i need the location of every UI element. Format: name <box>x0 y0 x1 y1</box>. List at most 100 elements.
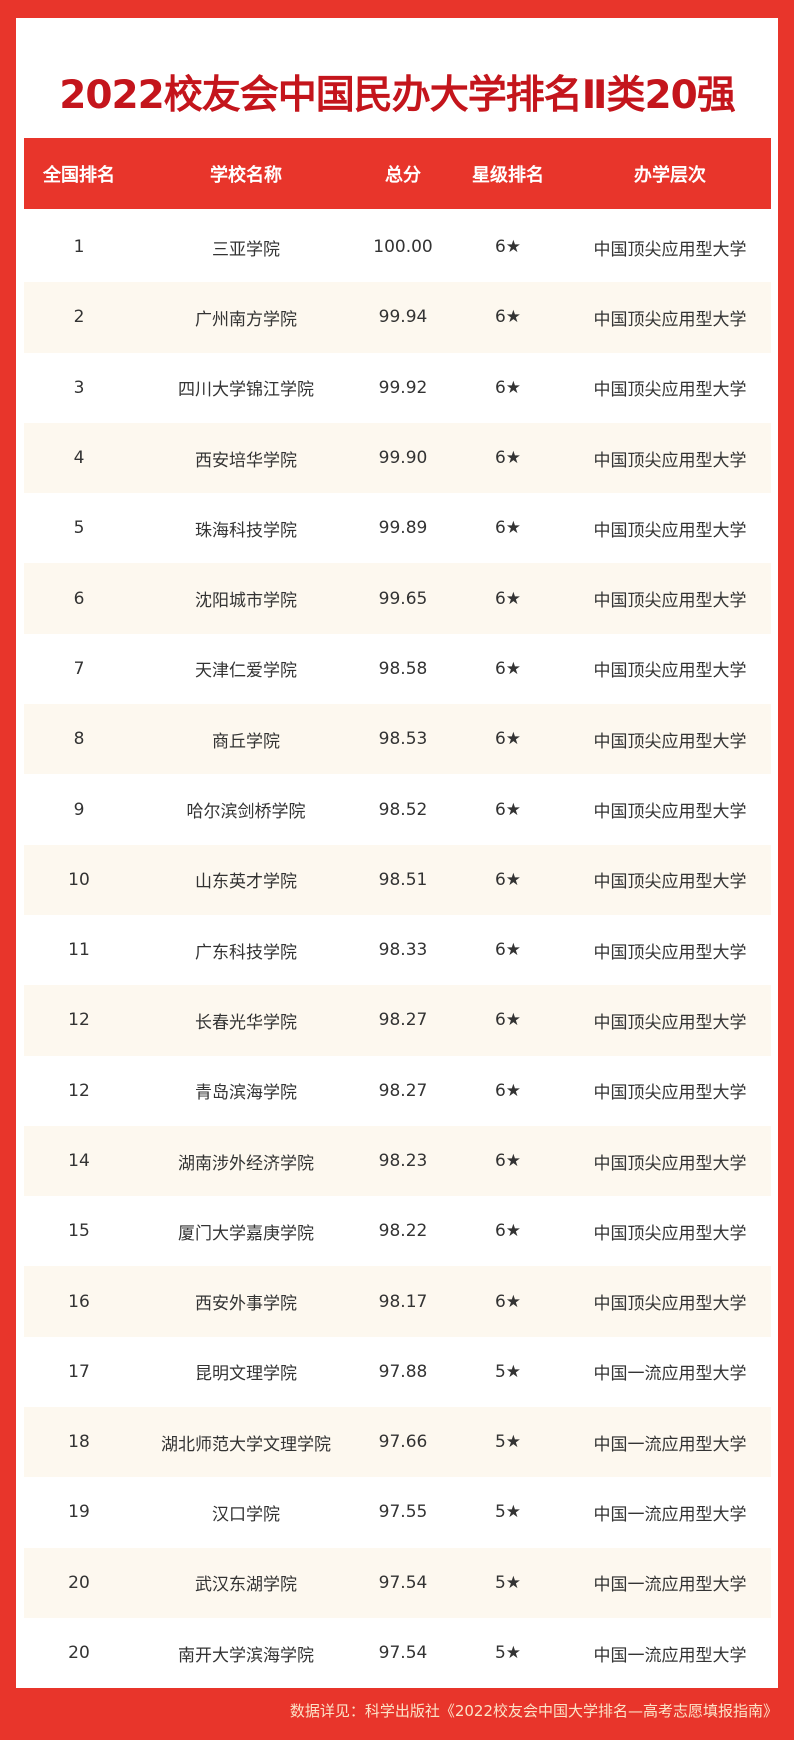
page-title: 2022校友会中国民办大学排名Ⅱ类20强 <box>59 73 736 118</box>
star-rating-cell: 6★ <box>494 658 522 679</box>
school-name-cell: 湖南涉外经济学院 <box>178 1153 314 1174</box>
rank-cell: 11 <box>68 940 90 961</box>
total-score-cell: 100.00 <box>373 237 433 258</box>
total-score-cell: 97.55 <box>378 1502 428 1523</box>
star-rating-cell: 6★ <box>494 1151 522 1171</box>
rank-cell: 17 <box>68 1361 90 1382</box>
school-name-cell: 沈阳城市学院 <box>195 591 297 612</box>
school-name-cell: 湖北师范大学文理学院 <box>161 1434 331 1455</box>
school-name-cell: 山东英才学院 <box>195 872 297 893</box>
rank-cell: 15 <box>68 1221 90 1242</box>
total-score-cell: 99.90 <box>378 448 428 469</box>
school-level-cell: 中国顶尖应用型大学 <box>593 661 747 682</box>
total-score-cell: 98.51 <box>378 869 428 890</box>
rank-cell: 20 <box>68 1643 90 1664</box>
star-rating-cell: 6★ <box>494 237 522 258</box>
school-name-cell: 西安外事学院 <box>195 1294 297 1315</box>
school-level-cell: 中国顶尖应用型大学 <box>593 239 747 260</box>
table-row: 5 珠海科技学院 99.89 6★ 中国顶尖应用型大学 <box>24 493 771 563</box>
table-row: 8 商丘学院 98.53 6★ 中国顶尖应用型大学 <box>24 704 771 775</box>
school-name-cell: 商丘学院 <box>212 731 280 752</box>
rank-cell: 20 <box>68 1572 90 1593</box>
school-name-cell: 南开大学滨海学院 <box>178 1645 314 1666</box>
table-row: 18 湖北师范大学文理学院 97.66 5★ 中国一流应用型大学 <box>24 1407 771 1478</box>
table-row: 15 厦门大学嘉庚学院 98.22 6★ 中国顶尖应用型大学 <box>24 1196 771 1266</box>
column-header-rank: 全国排名 <box>43 164 115 186</box>
star-rating-cell: 6★ <box>494 799 522 820</box>
rank-cell: 19 <box>68 1502 90 1523</box>
school-name-cell: 长春光华学院 <box>195 1012 297 1033</box>
school-name-cell: 汉口学院 <box>212 1504 280 1525</box>
rank-cell: 8 <box>73 729 85 750</box>
school-level-cell: 中国顶尖应用型大学 <box>593 591 747 612</box>
school-name-cell: 西安培华学院 <box>195 450 297 471</box>
total-score-cell: 99.94 <box>378 307 428 328</box>
table-row: 20 武汉东湖学院 97.54 5★ 中国一流应用型大学 <box>24 1547 771 1618</box>
total-score-cell: 98.23 <box>378 1151 428 1171</box>
rank-cell: 6 <box>73 588 85 609</box>
total-score-cell: 98.58 <box>378 658 428 679</box>
table-row: 9 哈尔滨剑桥学院 98.52 6★ 中国顶尖应用型大学 <box>24 774 771 844</box>
school-level-cell: 中国一流应用型大学 <box>593 1575 747 1596</box>
school-level-cell: 中国一流应用型大学 <box>593 1504 747 1525</box>
school-level-cell: 中国顶尖应用型大学 <box>593 380 747 401</box>
school-level-cell: 中国顶尖应用型大学 <box>593 1294 747 1315</box>
table-row: 11 广东科技学院 98.33 6★ 中国顶尖应用型大学 <box>24 915 771 985</box>
school-level-cell: 中国一流应用型大学 <box>593 1434 747 1455</box>
total-score-cell: 99.65 <box>378 588 428 609</box>
school-name-cell: 广东科技学院 <box>195 942 297 963</box>
star-rating-cell: 5★ <box>494 1643 522 1664</box>
star-rating-cell: 5★ <box>494 1502 522 1523</box>
table-row: 2 广州南方学院 99.94 6★ 中国顶尖应用型大学 <box>24 282 771 353</box>
rank-cell: 4 <box>73 448 85 469</box>
rank-cell: 1 <box>73 237 85 258</box>
school-name-cell: 昆明文理学院 <box>195 1364 297 1385</box>
table-row: 3 四川大学锦江学院 99.92 6★ 中国顶尖应用型大学 <box>24 353 771 423</box>
rank-cell: 2 <box>73 307 85 328</box>
star-rating-cell: 6★ <box>494 869 522 890</box>
school-level-cell: 中国顶尖应用型大学 <box>593 872 747 893</box>
star-rating-cell: 5★ <box>494 1572 522 1593</box>
star-rating-cell: 6★ <box>494 1080 522 1101</box>
school-level-cell: 中国顶尖应用型大学 <box>593 450 747 471</box>
rank-cell: 5 <box>73 518 85 539</box>
star-rating-cell: 6★ <box>494 448 522 469</box>
school-name-cell: 四川大学锦江学院 <box>178 380 314 401</box>
total-score-cell: 98.52 <box>378 799 428 820</box>
school-name-cell: 青岛滨海学院 <box>195 1083 297 1104</box>
column-header-total-score: 总分 <box>385 164 421 186</box>
table-row: 12 长春光华学院 98.27 6★ 中国顶尖应用型大学 <box>24 985 771 1056</box>
star-rating-cell: 6★ <box>494 1221 522 1242</box>
school-name-cell: 三亚学院 <box>212 239 280 260</box>
table-row: 7 天津仁爱学院 98.58 6★ 中国顶尖应用型大学 <box>24 634 771 704</box>
column-header-star-rating: 星级排名 <box>472 164 544 186</box>
star-rating-cell: 6★ <box>494 1010 522 1031</box>
table-row: 19 汉口学院 97.55 5★ 中国一流应用型大学 <box>24 1477 771 1547</box>
table-row: 12 青岛滨海学院 98.27 6★ 中国顶尖应用型大学 <box>24 1056 771 1126</box>
total-score-cell: 99.92 <box>378 377 428 398</box>
school-name-cell: 天津仁爱学院 <box>195 661 297 682</box>
school-level-cell: 中国顶尖应用型大学 <box>593 802 747 823</box>
star-rating-cell: 6★ <box>494 588 522 609</box>
total-score-cell: 98.53 <box>378 729 428 750</box>
table-header: 全国排名 学校名称 总分 星级排名 办学层次 <box>24 138 771 209</box>
star-rating-cell: 6★ <box>494 518 522 539</box>
school-name-cell: 哈尔滨剑桥学院 <box>186 802 306 823</box>
school-level-cell: 中国顶尖应用型大学 <box>593 1223 747 1244</box>
school-level-cell: 中国顶尖应用型大学 <box>593 1012 747 1033</box>
table-row: 16 西安外事学院 98.17 6★ 中国顶尖应用型大学 <box>24 1266 771 1337</box>
star-rating-cell: 6★ <box>494 940 522 961</box>
table-row: 6 沈阳城市学院 99.65 6★ 中国顶尖应用型大学 <box>24 563 771 634</box>
school-level-cell: 中国顶尖应用型大学 <box>593 520 747 541</box>
school-level-cell: 中国顶尖应用型大学 <box>593 942 747 963</box>
table-row: 1 三亚学院 100.00 6★ 中国顶尖应用型大学 <box>24 212 771 282</box>
source-note: 数据详见：科学出版社《2022校友会中国大学排名—高考志愿填报指南》 <box>289 1702 778 1720</box>
column-header-school-level: 办学层次 <box>634 164 706 186</box>
school-level-cell: 中国一流应用型大学 <box>593 1645 747 1666</box>
school-level-cell: 中国顶尖应用型大学 <box>593 1083 747 1104</box>
school-level-cell: 中国顶尖应用型大学 <box>593 309 747 330</box>
total-score-cell: 97.88 <box>378 1361 428 1382</box>
total-score-cell: 98.17 <box>378 1291 428 1312</box>
rank-cell: 7 <box>73 658 85 679</box>
star-rating-cell: 6★ <box>494 377 522 398</box>
